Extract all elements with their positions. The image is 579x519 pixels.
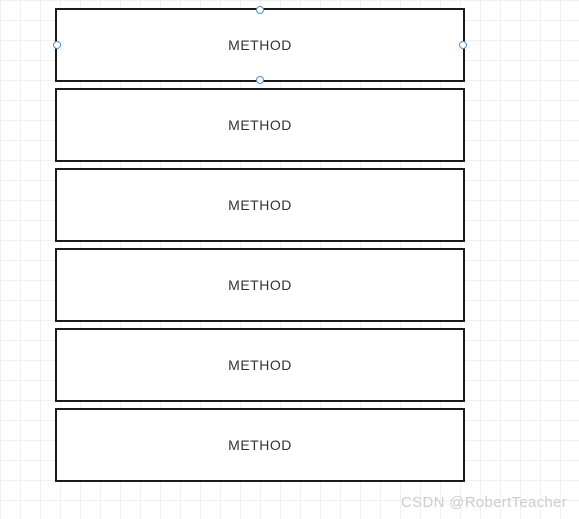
box-label: METHOD <box>228 197 292 213</box>
box-label: METHOD <box>228 37 292 53</box>
stack-box[interactable]: METHOD <box>55 88 465 162</box>
resize-handle-bottom[interactable] <box>256 76 264 84</box>
resize-handle-top[interactable] <box>256 6 264 14</box>
watermark-text: CSDN @RobertTeacher <box>401 494 567 511</box>
stack-box[interactable]: METHOD <box>55 248 465 322</box>
resize-handle-right[interactable] <box>459 41 467 49</box>
box-label: METHOD <box>228 437 292 453</box>
box-label: METHOD <box>228 277 292 293</box>
resize-handle-left[interactable] <box>53 41 61 49</box>
stack-box[interactable]: METHOD <box>55 8 465 82</box>
stack-box[interactable]: METHOD <box>55 328 465 402</box>
box-label: METHOD <box>228 357 292 373</box>
box-label: METHOD <box>228 117 292 133</box>
stack-box[interactable]: METHOD <box>55 168 465 242</box>
method-stack: METHOD METHOD METHOD METHOD METHOD METHO… <box>55 8 465 488</box>
stack-box[interactable]: METHOD <box>55 408 465 482</box>
